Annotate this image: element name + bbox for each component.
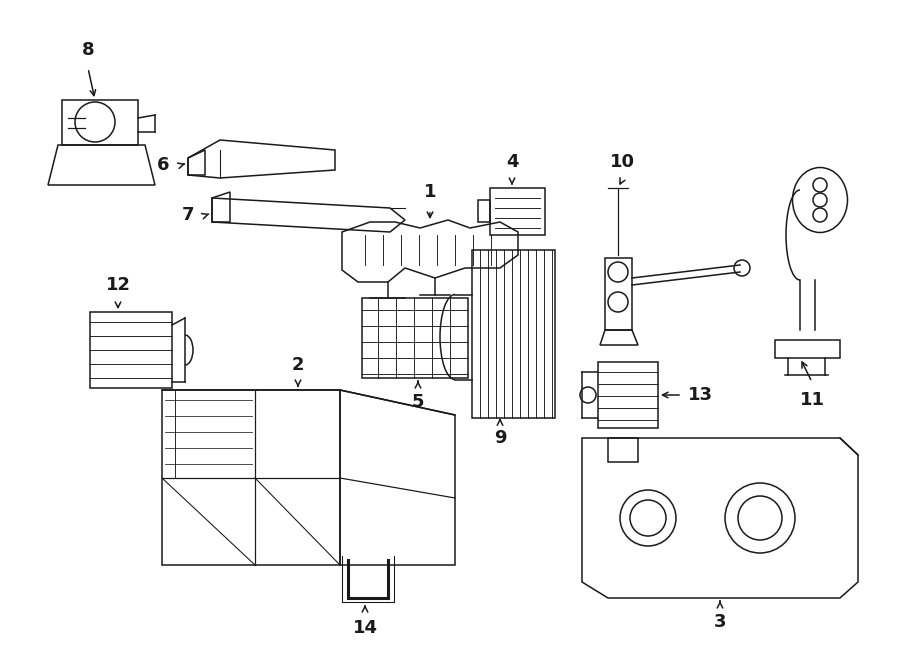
Text: 11: 11 [799, 391, 824, 409]
Text: 8: 8 [82, 41, 94, 59]
Text: 3: 3 [714, 613, 726, 631]
Text: 13: 13 [688, 386, 713, 404]
Text: 10: 10 [609, 153, 634, 171]
Text: 2: 2 [292, 356, 304, 374]
Text: 5: 5 [412, 393, 424, 411]
Text: 4: 4 [506, 153, 518, 171]
Text: 7: 7 [182, 206, 194, 224]
Text: 12: 12 [105, 276, 130, 294]
Text: 14: 14 [353, 619, 377, 637]
Text: 6: 6 [157, 156, 169, 174]
Text: 9: 9 [494, 429, 506, 447]
Text: 1: 1 [424, 183, 436, 201]
